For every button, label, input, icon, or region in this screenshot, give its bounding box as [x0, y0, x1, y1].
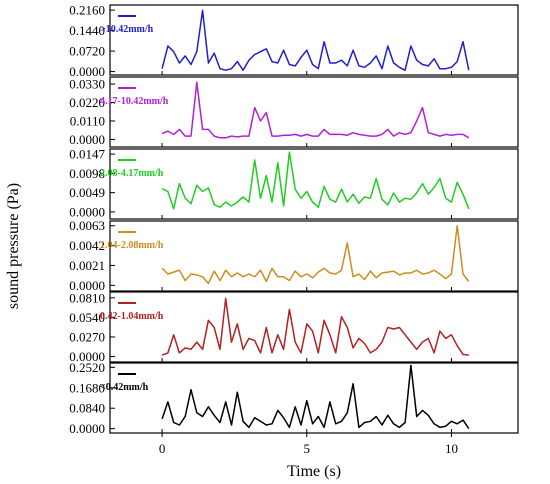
- panel-frame: [109, 148, 519, 220]
- series-line: [161, 364, 470, 430]
- series-line: [161, 81, 470, 139]
- y-axis-title: sound pressure (Pa): [5, 183, 22, 309]
- panel-1: 0.0000 0.0110 0.0220 0.0330 4.17-10.42mm/h: [69, 76, 519, 148]
- panel-frame: [109, 362, 519, 434]
- panel-frame: [109, 76, 519, 148]
- legend-label: 0.42-1.04mm/h: [100, 311, 164, 322]
- legend-label: 4.17-10.42mm/h: [100, 96, 169, 107]
- y-tick-label: 0.0720: [69, 44, 105, 59]
- y-tick-label: 0.0147: [69, 147, 105, 162]
- y-tick-label: 0.0021: [69, 258, 105, 273]
- panel-5: 0.0000 0.0840 0.1680 0.2520 <0.42mm/h: [69, 360, 519, 436]
- series-line: [161, 297, 469, 356]
- y-tick-label: 0.0049: [69, 185, 105, 200]
- y-tick-label: 0.0540: [69, 310, 105, 325]
- y-tick-label: 0.1440: [69, 23, 105, 38]
- y-tick-label: 0.1680: [69, 380, 105, 395]
- panel-frame: [109, 4, 519, 76]
- series-line: [161, 9, 470, 71]
- y-tick-label: 0.0810: [69, 290, 105, 305]
- panel-frame: [109, 291, 519, 363]
- legend-label: 1.04-2.08mm/h: [100, 240, 164, 251]
- y-tick-label: 0.0000: [69, 349, 105, 364]
- panel-4: 0.0000 0.0270 0.0540 0.0810 0.42-1.04mm/h: [69, 290, 519, 364]
- y-tick-label: 0.0220: [69, 95, 105, 110]
- panel-frame: [109, 220, 519, 292]
- panel-2: 0.0000 0.0049 0.0098 0.0147 2.08-4.17mm/h: [69, 147, 519, 220]
- y-tick-label: 0.0063: [69, 218, 105, 233]
- y-tick-label: 0.0042: [69, 238, 105, 253]
- legend-label: <0.42mm/h: [100, 382, 149, 393]
- x-tick-label: 0: [159, 441, 166, 456]
- y-tick-label: 0.0000: [69, 64, 105, 79]
- y-tick-label: 0.0270: [69, 329, 105, 344]
- x-tick-label: 10: [445, 441, 458, 456]
- y-tick-label: 0.2520: [69, 360, 105, 375]
- y-tick-label: 0.0000: [69, 421, 105, 436]
- y-tick-label: 0.0000: [69, 204, 105, 219]
- series-line: [161, 151, 470, 210]
- y-tick-label: 0.0098: [69, 166, 105, 181]
- x-tick-label: 5: [304, 441, 311, 456]
- series-line: [161, 224, 470, 285]
- legend-label: >10.42mm/h: [100, 24, 154, 35]
- y-tick-label: 0.0840: [69, 401, 105, 416]
- y-tick-label: 0.0000: [69, 132, 105, 147]
- y-tick-label: 0.0330: [69, 77, 105, 92]
- panel-0: 0.0000 0.0720 0.1440 0.2160 >10.42mm/h: [69, 3, 519, 79]
- y-tick-label: 0.2160: [69, 3, 105, 18]
- y-tick-label: 0.0000: [69, 278, 105, 293]
- y-tick-label: 0.0110: [70, 113, 105, 128]
- legend-label: 2.08-4.17mm/h: [100, 168, 164, 179]
- x-axis-title: Time (s): [287, 463, 341, 480]
- panel-3: 0.0000 0.0021 0.0042 0.0063 1.04-2.08mm/h: [69, 218, 519, 293]
